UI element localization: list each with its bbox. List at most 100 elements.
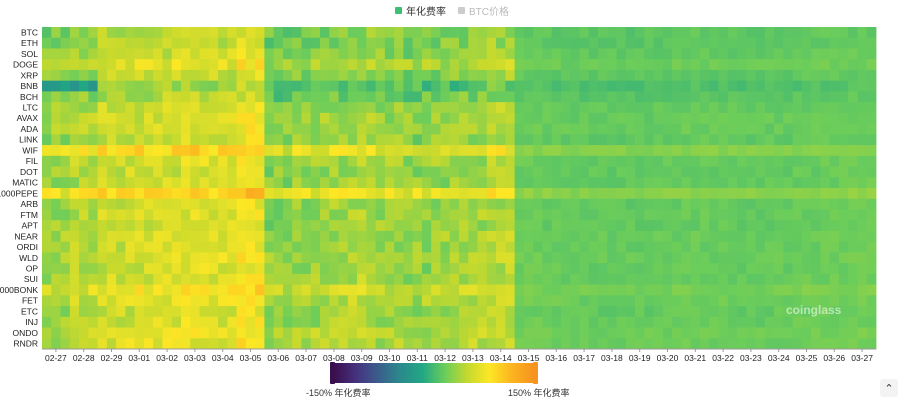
visual-map-handle-min[interactable]	[330, 362, 335, 384]
heatmap-cell	[79, 230, 89, 243]
y-tick-label: OP	[26, 264, 39, 274]
heatmap-cell	[459, 252, 469, 264]
heatmap-cell	[690, 327, 701, 339]
heatmap-cell	[143, 166, 154, 178]
heatmap-cell	[143, 209, 154, 221]
heatmap-cell	[625, 273, 636, 285]
heatmap-cell	[857, 220, 868, 232]
heatmap-cell	[690, 166, 701, 178]
heatmap-cell	[755, 155, 766, 167]
heatmap-cell	[486, 338, 497, 350]
x-tick-label: 03-02	[156, 353, 178, 363]
heatmap-cell	[783, 241, 793, 253]
heatmap-cell	[51, 166, 61, 178]
heatmap-cell	[403, 166, 414, 178]
heatmap-cell	[171, 48, 182, 60]
heatmap-cell	[755, 166, 766, 178]
heatmap-cell	[264, 145, 275, 157]
heatmap-cell	[412, 48, 423, 60]
heatmap-cell	[774, 134, 784, 146]
visual-map-handle-max[interactable]	[533, 362, 538, 384]
heatmap-cell	[329, 123, 339, 135]
heatmap-cell	[449, 273, 460, 285]
heatmap-cell	[653, 59, 664, 71]
heatmap-cell	[644, 295, 654, 307]
heatmap-cell	[672, 220, 682, 232]
heatmap-cell	[116, 91, 126, 103]
heatmap-cell	[718, 177, 729, 189]
heatmap-cell	[310, 166, 321, 178]
legend-item-funding-rate[interactable]: 年化费率	[395, 3, 446, 18]
heatmap-cell	[635, 102, 645, 114]
heatmap-cell	[718, 112, 729, 124]
heatmap-cell	[282, 327, 293, 339]
heatmap-cell	[301, 80, 312, 92]
heatmap-cell	[588, 48, 599, 60]
heatmap-cell	[106, 177, 117, 189]
heatmap-cell	[347, 263, 358, 275]
heatmap-cell	[301, 123, 312, 135]
heatmap-cell	[570, 306, 580, 318]
heatmap-cell	[255, 209, 265, 221]
heatmap-cell	[477, 69, 488, 82]
heatmap-cell	[838, 263, 849, 275]
heatmap-cell	[412, 316, 423, 328]
heatmap-cell	[88, 295, 98, 307]
heatmap-cell	[523, 327, 534, 339]
heatmap-cell	[468, 123, 478, 135]
heatmap-cell	[579, 273, 590, 285]
heatmap-cell	[496, 37, 506, 49]
heatmap-cell	[477, 91, 488, 103]
heatmap-cell	[42, 59, 52, 71]
heatmap-cell	[79, 102, 89, 114]
heatmap-cell	[190, 123, 200, 135]
heatmap-cell	[69, 112, 80, 124]
heatmap-cell	[153, 59, 163, 71]
heatmap-cell	[681, 230, 692, 243]
heatmap-cell	[375, 134, 386, 146]
heatmap-cell	[106, 338, 117, 350]
heatmap-cell	[338, 230, 349, 243]
heatmap-cell	[570, 80, 580, 92]
heatmap-cell	[607, 316, 617, 328]
heatmap-cell	[848, 123, 858, 135]
heatmap-cell	[727, 220, 738, 232]
heatmap-cell	[51, 263, 61, 275]
heatmap-cell	[310, 123, 321, 135]
heatmap-cell	[153, 263, 163, 275]
legend-item-btc-price[interactable]: BTC价格	[458, 3, 509, 18]
heatmap-cell	[60, 27, 71, 39]
heatmap-cell	[181, 252, 191, 264]
heatmap-cell	[60, 134, 71, 146]
heatmap-cell	[116, 306, 126, 318]
heatmap-cell	[838, 220, 849, 232]
heatmap-cell	[681, 188, 692, 200]
heatmap-cell	[97, 230, 108, 243]
heatmap-cell	[42, 284, 52, 296]
heatmap-cell	[607, 166, 617, 178]
heatmap-cell	[69, 252, 80, 264]
heatmap-cell	[171, 338, 182, 350]
heatmap-cell	[366, 134, 376, 146]
heatmap-cell	[616, 48, 627, 60]
heatmap-cell	[227, 102, 237, 114]
heatmap-cell	[310, 252, 321, 264]
heatmap-cell	[496, 123, 506, 135]
heatmap-cell	[88, 48, 98, 60]
heatmap-cell	[774, 48, 784, 60]
heatmap-cell	[310, 263, 321, 275]
heatmap-cell	[199, 252, 210, 264]
heatmap-cell	[598, 177, 608, 189]
heatmap-cell	[310, 102, 321, 114]
heatmap-cell	[273, 327, 284, 339]
scroll-to-top-button[interactable]: ⌃	[880, 379, 898, 397]
heatmap-cell	[449, 327, 460, 339]
heatmap-cell	[190, 48, 200, 60]
heatmap-cell	[848, 80, 858, 92]
heatmap-cell	[607, 306, 617, 318]
heatmap-cell	[338, 316, 349, 328]
heatmap-cell	[718, 59, 729, 71]
heatmap-cell	[635, 134, 645, 146]
heatmap-cell	[366, 123, 376, 135]
heatmap-cell	[755, 316, 766, 328]
